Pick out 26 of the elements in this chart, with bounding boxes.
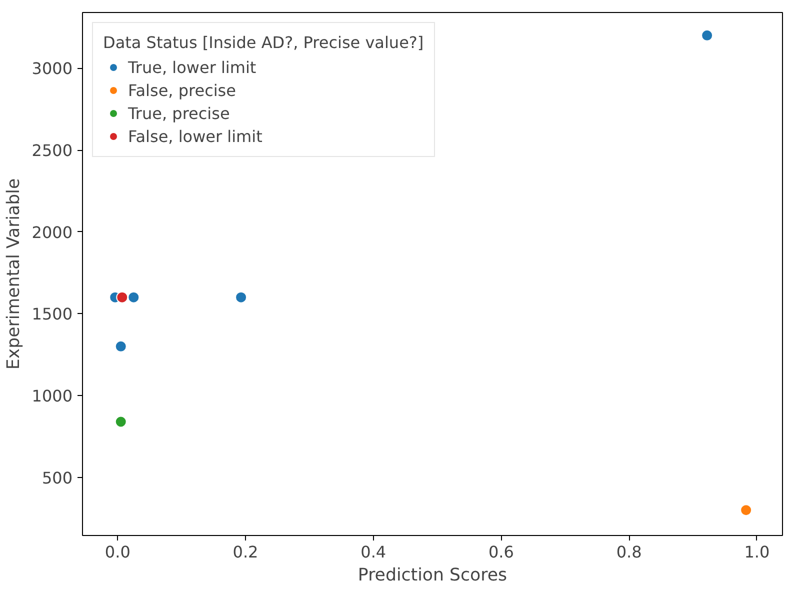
x-tick-label: 0.6	[488, 542, 514, 562]
x-tick-label: 0.0	[104, 542, 130, 562]
x-tick-label: 1.0	[744, 542, 770, 562]
x-tick-label: 0.8	[616, 542, 642, 562]
y-tick-label: 2000	[32, 222, 72, 242]
point	[128, 291, 140, 304]
y-tick-label: 500	[42, 468, 73, 488]
point	[114, 416, 127, 428]
point	[701, 29, 714, 42]
x-tick-label: 0.2	[232, 542, 258, 562]
point	[740, 504, 752, 516]
x-axis-title: Prediction Scores	[358, 566, 508, 586]
y-tick-label: 1500	[32, 304, 72, 324]
y-tick-label: 1000	[32, 386, 72, 406]
point	[116, 291, 128, 304]
point	[235, 291, 248, 304]
legend-label: True, lower limit	[128, 58, 256, 76]
legend-label: False, precise	[128, 80, 236, 100]
y-tick-label: 3000	[32, 59, 72, 78]
point	[114, 340, 127, 352]
x-tick-label: 0.4	[360, 542, 386, 562]
legend-label: False, lower limit	[128, 126, 262, 146]
y-axis-title: Experimental Variable	[4, 178, 24, 370]
legend-title: Data Status [Inside AD?, Precise value?]	[103, 33, 424, 52]
legend-label: True, precise	[128, 104, 230, 122]
y-tick-label: 2500	[32, 141, 72, 160]
